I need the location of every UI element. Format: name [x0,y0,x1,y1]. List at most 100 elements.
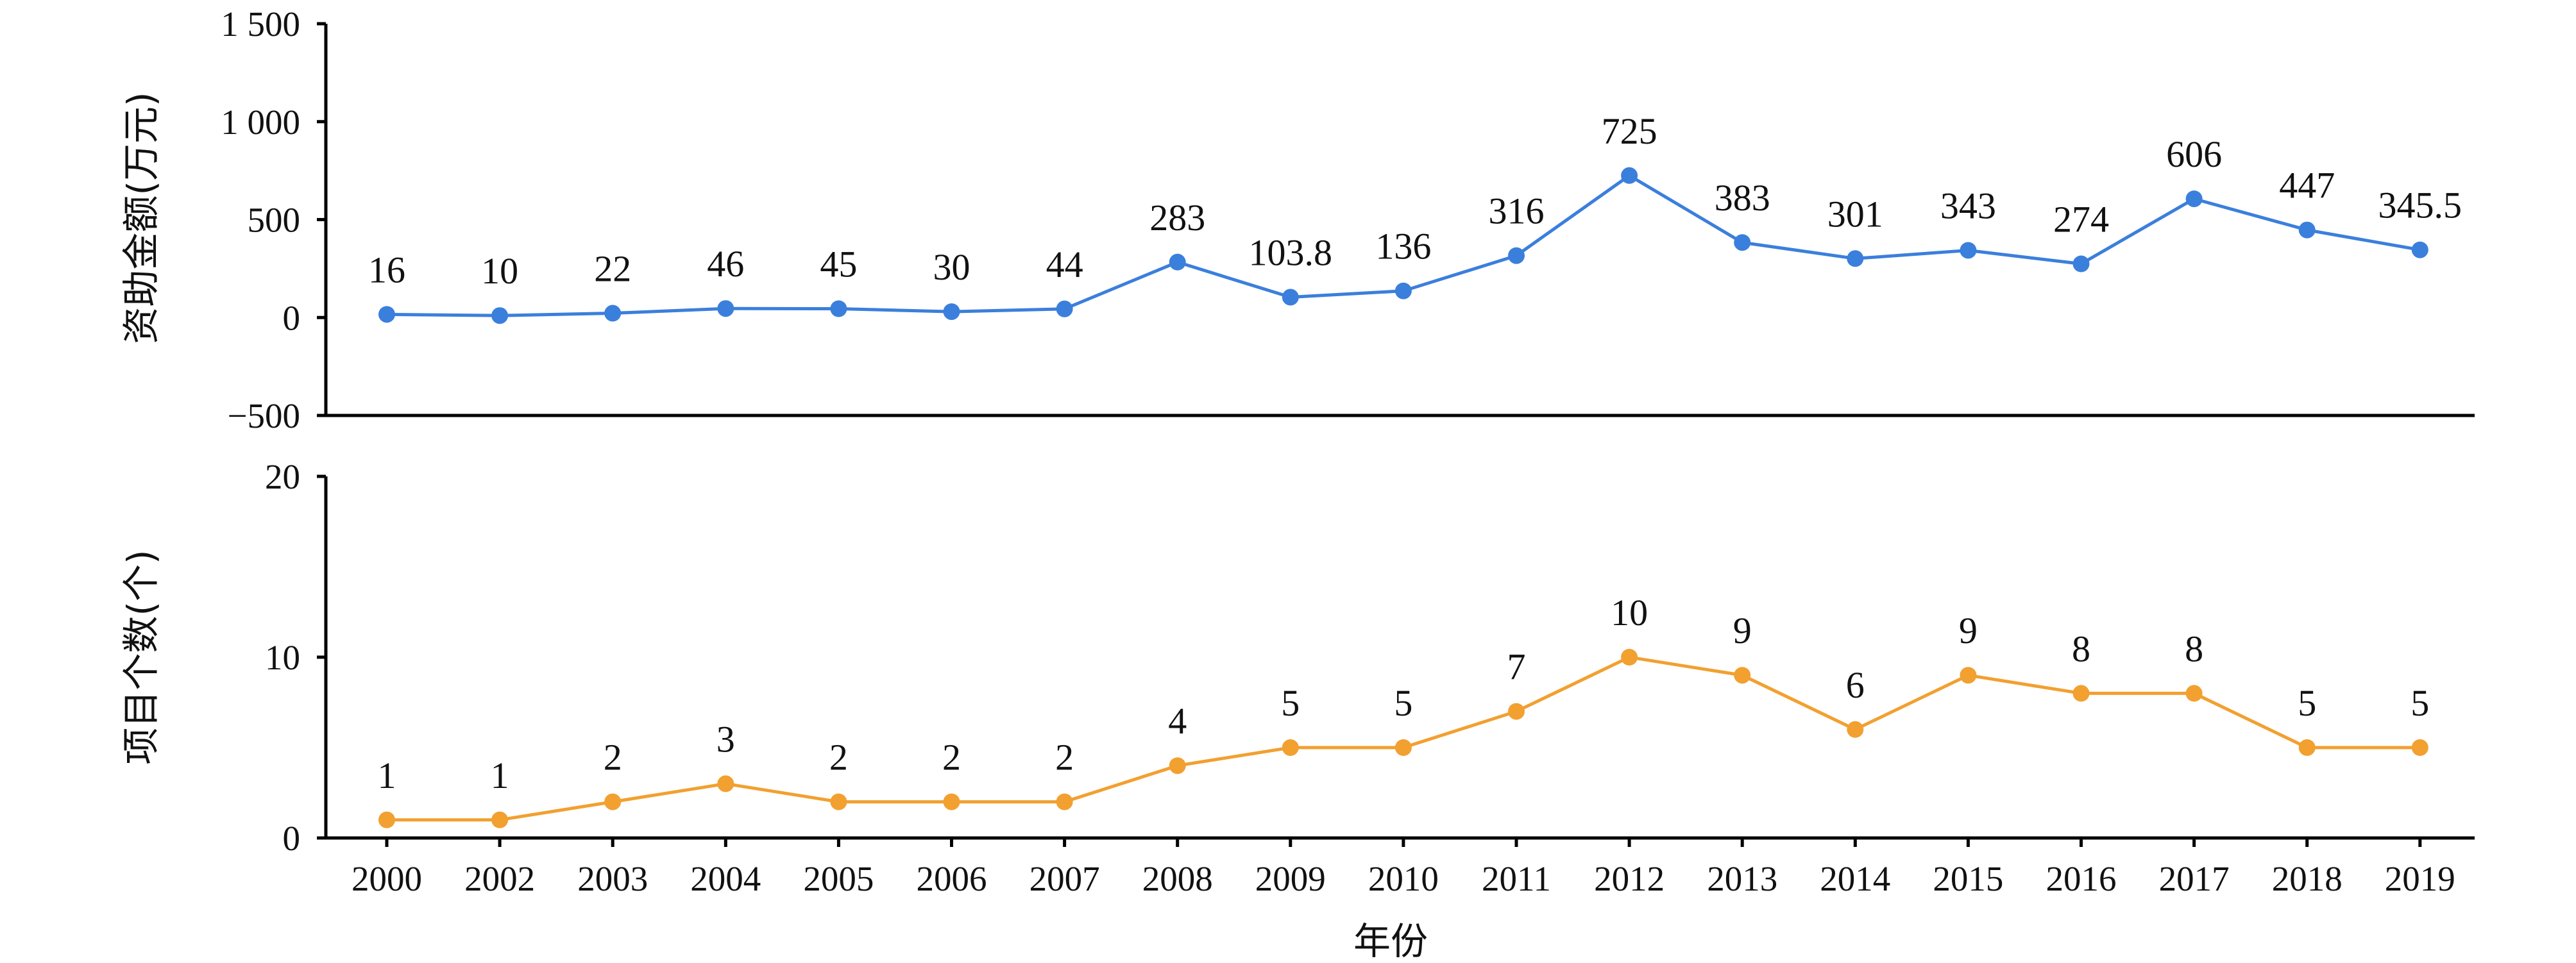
x-tick-label: 2019 [2385,859,2455,898]
data-point [604,793,622,810]
data-point [717,775,734,792]
data-label: 5 [1394,682,1412,724]
y-axis-title: 项目个数(个) [119,549,163,764]
data-label: 5 [2298,682,2316,724]
data-label: 5 [1281,682,1300,724]
funding-amount-panel: −500 0 500 1 000 1 500 资助金额(万元) 16 10 22 46 45 30 44… [119,4,2475,435]
data-label: 274 [2053,199,2109,240]
y-axis-title: 资助金额(万元) [119,92,163,344]
x-tick-label: 2000 [352,859,422,898]
data-point [2411,739,2428,756]
y-tick-label: 500 [248,201,301,240]
data-label: 2 [1055,737,1074,778]
data-label: 9 [1959,610,1978,651]
data-point [1960,667,1977,684]
data-label: 44 [1046,244,1083,285]
data-label: 383 [1715,177,1770,219]
data-label: 7 [1507,646,1526,688]
data-point [830,793,847,810]
data-label: 6 [1846,664,1865,706]
x-tick-label: 2003 [577,859,648,898]
data-point [1394,739,1412,756]
data-point [1282,739,1299,756]
data-label: 301 [1827,193,1883,235]
data-label: 5 [2411,682,2429,724]
data-label: 22 [594,248,631,290]
data-label: 16 [368,249,405,290]
data-point [1734,667,1751,684]
y-tick-label: 20 [265,457,300,496]
data-point [1056,300,1073,317]
data-label: 283 [1149,197,1205,239]
project-count-panel: 0 10 20 项目个数(个) 1 1 2 3 2 2 2 4 5 5 7 10 9 6 9 8 8 5 5 [119,457,2475,858]
data-point [1056,793,1073,810]
data-label: 103.8 [1249,232,1333,274]
data-label: 447 [2279,165,2335,206]
data-point [1734,234,1751,251]
x-tick-label: 2006 [917,859,987,898]
data-point [1282,289,1299,306]
data-point [1847,721,1864,738]
data-label: 8 [2072,628,2090,669]
x-tick-label: 2005 [803,859,874,898]
x-tick-label: 2008 [1142,859,1213,898]
data-point [2072,685,2090,702]
y-tick-label: 0 [283,298,301,337]
data-point [2298,739,2316,756]
data-label: 343 [1940,185,1996,226]
data-point [2411,241,2428,258]
data-label: 10 [481,250,518,292]
x-tick-label: 2009 [1255,859,1326,898]
data-point [830,300,847,317]
data-label: 1 [378,755,396,796]
data-point [2185,685,2203,702]
data-point [604,305,622,322]
data-label: 606 [2166,133,2222,175]
data-point [1169,757,1186,775]
data-label: 1 [491,755,509,796]
data-point [717,300,734,317]
x-tick-label: 2013 [1707,859,1777,898]
data-point [1960,242,1977,259]
data-point [1508,703,1525,720]
data-label: 8 [2185,628,2203,669]
data-point [2298,221,2316,239]
data-point [491,307,509,324]
data-point [1508,247,1525,264]
data-point [1621,649,1638,666]
x-tick-label: 2018 [2272,859,2343,898]
y-tick-label: 1 500 [221,4,300,44]
x-tick-label: 2002 [464,859,535,898]
data-label: 2 [604,737,622,778]
y-tick-label: −500 [227,396,300,435]
data-label: 136 [1375,226,1431,267]
data-point [378,306,395,323]
y-tick-label: 1 000 [221,103,300,142]
data-point [378,811,395,828]
data-point [1621,167,1638,184]
x-tick-label: 2011 [1482,859,1551,898]
data-point [943,793,960,810]
x-tick-label: 2012 [1594,859,1665,898]
data-label: 2 [942,737,961,778]
x-tick-label: 2015 [1933,859,2003,898]
x-tick-label: 2010 [1368,859,1439,898]
y-tick-label: 0 [283,819,301,858]
data-label: 3 [716,718,735,760]
data-point [2072,255,2090,272]
x-tick-label: 2014 [1820,859,1890,898]
x-tick-label: 2016 [2046,859,2117,898]
x-tick-label: 2004 [690,859,761,898]
data-label: 4 [1168,700,1187,742]
data-point [1394,282,1412,299]
data-label: 345.5 [2378,185,2462,226]
x-tick-label: 2007 [1030,859,1100,898]
data-label: 2 [829,737,848,778]
x-axis: 2000 2002 2003 2004 2005 2006 2007 2008 2009 2010… [352,838,2455,898]
data-label: 725 [1602,110,1657,152]
y-tick-label: 10 [265,638,300,677]
data-label: 45 [820,244,857,285]
data-point [491,811,509,828]
data-point [2185,190,2203,208]
